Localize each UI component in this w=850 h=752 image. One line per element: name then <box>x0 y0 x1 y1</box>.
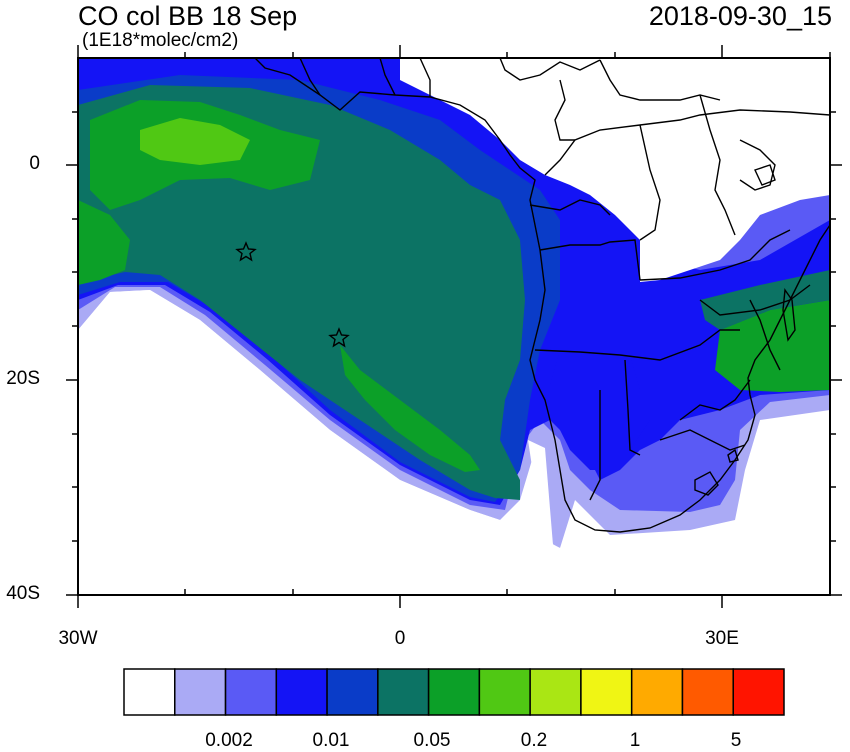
map-datetime: 2018-09-30_15 <box>648 1 832 31</box>
colorbar-box-11 <box>681 668 734 716</box>
colorbar-box-4 <box>326 668 379 716</box>
colorbar-box-3 <box>275 668 328 716</box>
colorbar-box-12 <box>732 668 785 716</box>
border-3 <box>534 329 740 361</box>
lon-label-30e: 30E <box>705 628 739 649</box>
colorbar-box-7 <box>478 668 531 716</box>
colorbar-label-1: 1 <box>629 730 641 751</box>
colorbar-box-0 <box>123 668 176 716</box>
border-9 <box>699 284 811 316</box>
lat-label-20s: 20S <box>6 368 40 389</box>
africa-west-coast <box>254 58 830 533</box>
border-15 <box>639 124 661 241</box>
plume-layer-lime <box>140 118 250 165</box>
lake-malawi <box>782 288 796 342</box>
axis-ticks <box>66 45 842 608</box>
southern-ocean-clear <box>78 290 560 595</box>
border-14 <box>699 94 736 236</box>
border-2 <box>539 239 641 281</box>
colorbar-label-0002: 0.002 <box>205 730 253 751</box>
lat-label-40s: 40S <box>6 583 40 604</box>
colorbar-box-5 <box>377 668 430 716</box>
colorbar-box-9 <box>580 668 633 716</box>
lake-victoria <box>754 164 776 186</box>
africa-clear-area <box>400 58 830 282</box>
colorbar-box-2 <box>224 668 278 716</box>
lon-label-30w: 30W <box>58 628 98 649</box>
coastlines <box>254 58 830 533</box>
lesotho <box>694 471 719 496</box>
border-1 <box>529 199 611 216</box>
border-10 <box>749 299 781 371</box>
units-label: (1E18*molec/cm2) <box>82 30 239 51</box>
plume-layer-teal <box>78 85 525 500</box>
colorbar-box-6 <box>427 668 481 716</box>
ocean-clear-wedge <box>528 440 553 545</box>
border-18 <box>419 58 431 97</box>
africa-north-coast <box>499 58 601 81</box>
border-19 <box>739 139 776 191</box>
plume-layer-east-green <box>715 300 830 392</box>
border-12 <box>554 79 575 141</box>
colorbar-box-1 <box>174 668 227 716</box>
border-7 <box>589 390 601 501</box>
colorbar-label-005: 0.05 <box>413 730 451 751</box>
markers <box>235 241 350 348</box>
border-6 <box>659 429 746 451</box>
colorbar-label-5: 5 <box>730 730 742 751</box>
plume-layer-green-west <box>78 200 130 285</box>
border-5 <box>679 379 751 421</box>
co-field <box>78 58 830 595</box>
colorbar-box-8 <box>529 668 582 716</box>
star-marker-1 <box>235 241 257 262</box>
border-4 <box>624 359 641 456</box>
star-marker-2 <box>328 327 350 348</box>
border-16 <box>299 58 321 96</box>
map-title: CO col BB 18 Sep <box>78 1 298 31</box>
colorbar <box>123 668 785 716</box>
lon-label-0: 0 <box>394 628 406 649</box>
border-17 <box>379 58 396 96</box>
lat-label-0: 0 <box>29 153 40 174</box>
swaziland <box>727 448 739 463</box>
colorbar-box-10 <box>630 668 684 716</box>
plume-layer-green-streak <box>340 345 480 472</box>
colorbar-label-02: 0.2 <box>520 730 548 751</box>
border-11 <box>544 109 830 176</box>
border-8 <box>639 229 791 281</box>
colorbar-label-001: 0.01 <box>312 730 350 751</box>
